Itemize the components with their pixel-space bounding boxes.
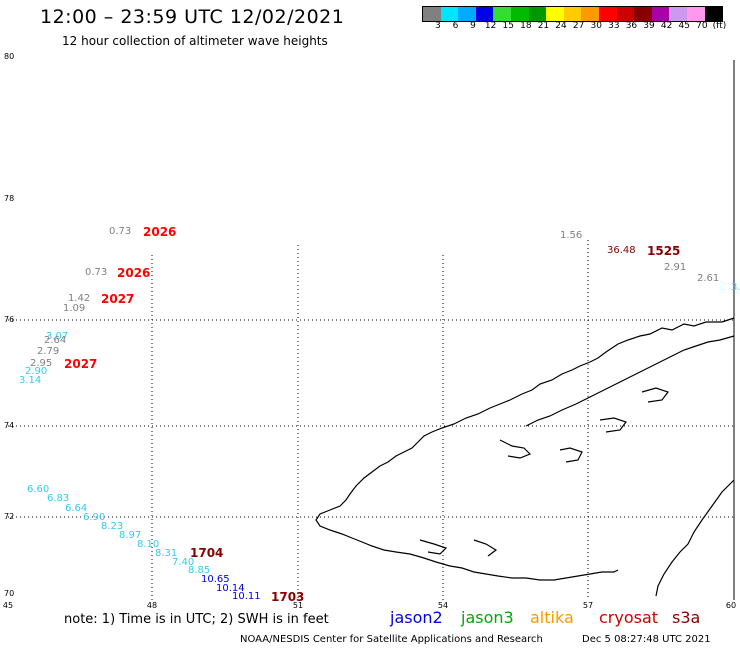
colorbar-swatch bbox=[669, 7, 687, 21]
colorbar-label: 15 bbox=[502, 21, 514, 31]
pass-time-label: 2027 bbox=[101, 292, 135, 306]
colorbar-swatch bbox=[510, 7, 529, 21]
wave-height-obs: 2.79 bbox=[37, 346, 60, 357]
colorbar-label: 30 bbox=[590, 21, 602, 31]
wave-height-obs: 10.14 bbox=[216, 583, 245, 594]
satellite-legend-cryosat: cryosat bbox=[599, 608, 659, 627]
wave-height-obs: 0.73 bbox=[85, 267, 108, 278]
lat-label: 80 bbox=[4, 52, 15, 61]
pass-time-label: 1704 bbox=[190, 546, 224, 560]
coastline-greenland bbox=[315, 317, 735, 597]
lon-label: 48 bbox=[146, 601, 158, 610]
wave-height-obs: 8.97 bbox=[119, 530, 142, 541]
pass-time-label: 2026 bbox=[117, 266, 151, 280]
wave-height-obs: 1.09 bbox=[63, 303, 86, 314]
lon-label: 54 bbox=[437, 601, 449, 610]
wave-height-obs: 2.95 bbox=[30, 358, 53, 369]
wave-height-obs: 1.56 bbox=[560, 230, 583, 241]
colorbar-label: 42 bbox=[660, 21, 673, 31]
wave-height-obs: 36.48 bbox=[607, 245, 636, 256]
lat-label: 74 bbox=[4, 421, 15, 430]
wave-height-obs: 1.42 bbox=[68, 293, 91, 304]
lat-label: 72 bbox=[4, 512, 15, 521]
lon-label: 51 bbox=[292, 601, 304, 610]
wave-height-obs: 2.61 bbox=[697, 273, 720, 284]
footer-source: NOAA/NESDIS Center for Satellite Applica… bbox=[240, 634, 543, 645]
wave-height-obs: 8.10 bbox=[137, 539, 160, 550]
colorbar-swatch bbox=[458, 7, 476, 21]
colorbar-swatch bbox=[651, 7, 670, 21]
wave-height-obs: 8.85 bbox=[188, 565, 211, 576]
colorbar-swatch bbox=[704, 7, 723, 21]
lon-label: 60 bbox=[725, 601, 737, 610]
colorbar-label: 27 bbox=[572, 21, 585, 31]
lat-label: 78 bbox=[4, 194, 15, 203]
pass-time-label: 1525 bbox=[647, 244, 681, 258]
satellite-legend-s3a: s3a bbox=[672, 608, 701, 627]
wave-height-obs: 0.73 bbox=[109, 226, 132, 237]
wave-height-obs: 8.31 bbox=[155, 548, 178, 559]
colorbar-swatch bbox=[686, 7, 705, 21]
wave-height-obs: 2.90 bbox=[25, 366, 48, 377]
lon-label: 45 bbox=[2, 601, 14, 610]
colorbar-label: 70 bbox=[696, 21, 708, 31]
colorbar-label: 36 bbox=[625, 21, 638, 31]
lon-label: 57 bbox=[582, 601, 594, 610]
colorbar-label: 3 bbox=[434, 21, 441, 31]
wave-height-obs: 7.40 bbox=[172, 557, 195, 568]
wave-height-obs: 10.11 bbox=[232, 591, 261, 602]
colorbar-swatch bbox=[440, 7, 459, 21]
map-title: 12:00 – 23:59 UTC 12/02/2021 bbox=[40, 6, 345, 28]
colorbar-swatch bbox=[563, 7, 582, 21]
colorbar-label: (ft) bbox=[712, 21, 727, 31]
wave-height-obs: 2.64 bbox=[44, 335, 67, 346]
pass-time-label: 2027 bbox=[64, 357, 98, 371]
wave-height-obs: 8.23 bbox=[101, 521, 124, 532]
wave-height-obs: 6.83 bbox=[47, 493, 70, 504]
colorbar-swatch bbox=[634, 7, 652, 21]
colorbar-swatch bbox=[423, 7, 441, 21]
wave-height-colorbar bbox=[422, 6, 724, 22]
wave-height-obs: 6.90 bbox=[83, 512, 106, 523]
pass-time-label: 1703 bbox=[271, 590, 305, 604]
satellite-legend-jason3: jason3 bbox=[461, 608, 514, 627]
lat-label: 70 bbox=[4, 589, 15, 598]
satellite-legend-jason2: jason2 bbox=[390, 608, 443, 627]
colorbar-swatch bbox=[475, 7, 494, 21]
colorbar-label: 33 bbox=[608, 21, 620, 31]
satellite-legend-altika: altika bbox=[530, 608, 574, 627]
lat-label: 76 bbox=[4, 315, 15, 324]
wave-height-obs: 3.14 bbox=[19, 375, 42, 386]
colorbar-label: 6 bbox=[452, 21, 459, 31]
colorbar-label: 21 bbox=[537, 21, 550, 31]
wave-height-obs: 6.60 bbox=[27, 484, 50, 495]
colorbar-swatch bbox=[528, 7, 547, 21]
colorbar-label: 45 bbox=[678, 21, 690, 31]
colorbar-label: 24 bbox=[555, 21, 567, 31]
colorbar-label: 9 bbox=[470, 21, 476, 31]
colorbar-label: 18 bbox=[520, 21, 532, 31]
colorbar-label: 12 bbox=[484, 21, 497, 31]
wave-height-obs: 3. bbox=[731, 282, 740, 293]
wave-height-obs: 3.07 bbox=[46, 331, 69, 342]
colorbar-swatch bbox=[598, 7, 617, 21]
wave-height-obs: 10.65 bbox=[201, 574, 230, 585]
colorbar-swatch bbox=[493, 7, 511, 21]
wave-height-obs: 6.64 bbox=[65, 503, 88, 514]
colorbar-labels: 3 6 9 12 15 18 21 24 27 30 33 36 39 42 45 70 (ft) bbox=[422, 21, 740, 33]
colorbar-swatch bbox=[616, 7, 635, 21]
pass-time-label: 2026 bbox=[143, 225, 177, 239]
footer-timestamp: Dec 5 08:27:48 UTC 2021 bbox=[582, 634, 711, 645]
legend-note: note: 1) Time is in UTC; 2) SWH is in fe… bbox=[64, 612, 329, 627]
colorbar-label: 39 bbox=[643, 21, 655, 31]
colorbar-swatch bbox=[546, 7, 564, 21]
map-subtitle: 12 hour collection of altimeter wave hei… bbox=[62, 34, 328, 48]
wave-height-obs: 2.91 bbox=[664, 262, 687, 273]
colorbar-swatch bbox=[581, 7, 599, 21]
